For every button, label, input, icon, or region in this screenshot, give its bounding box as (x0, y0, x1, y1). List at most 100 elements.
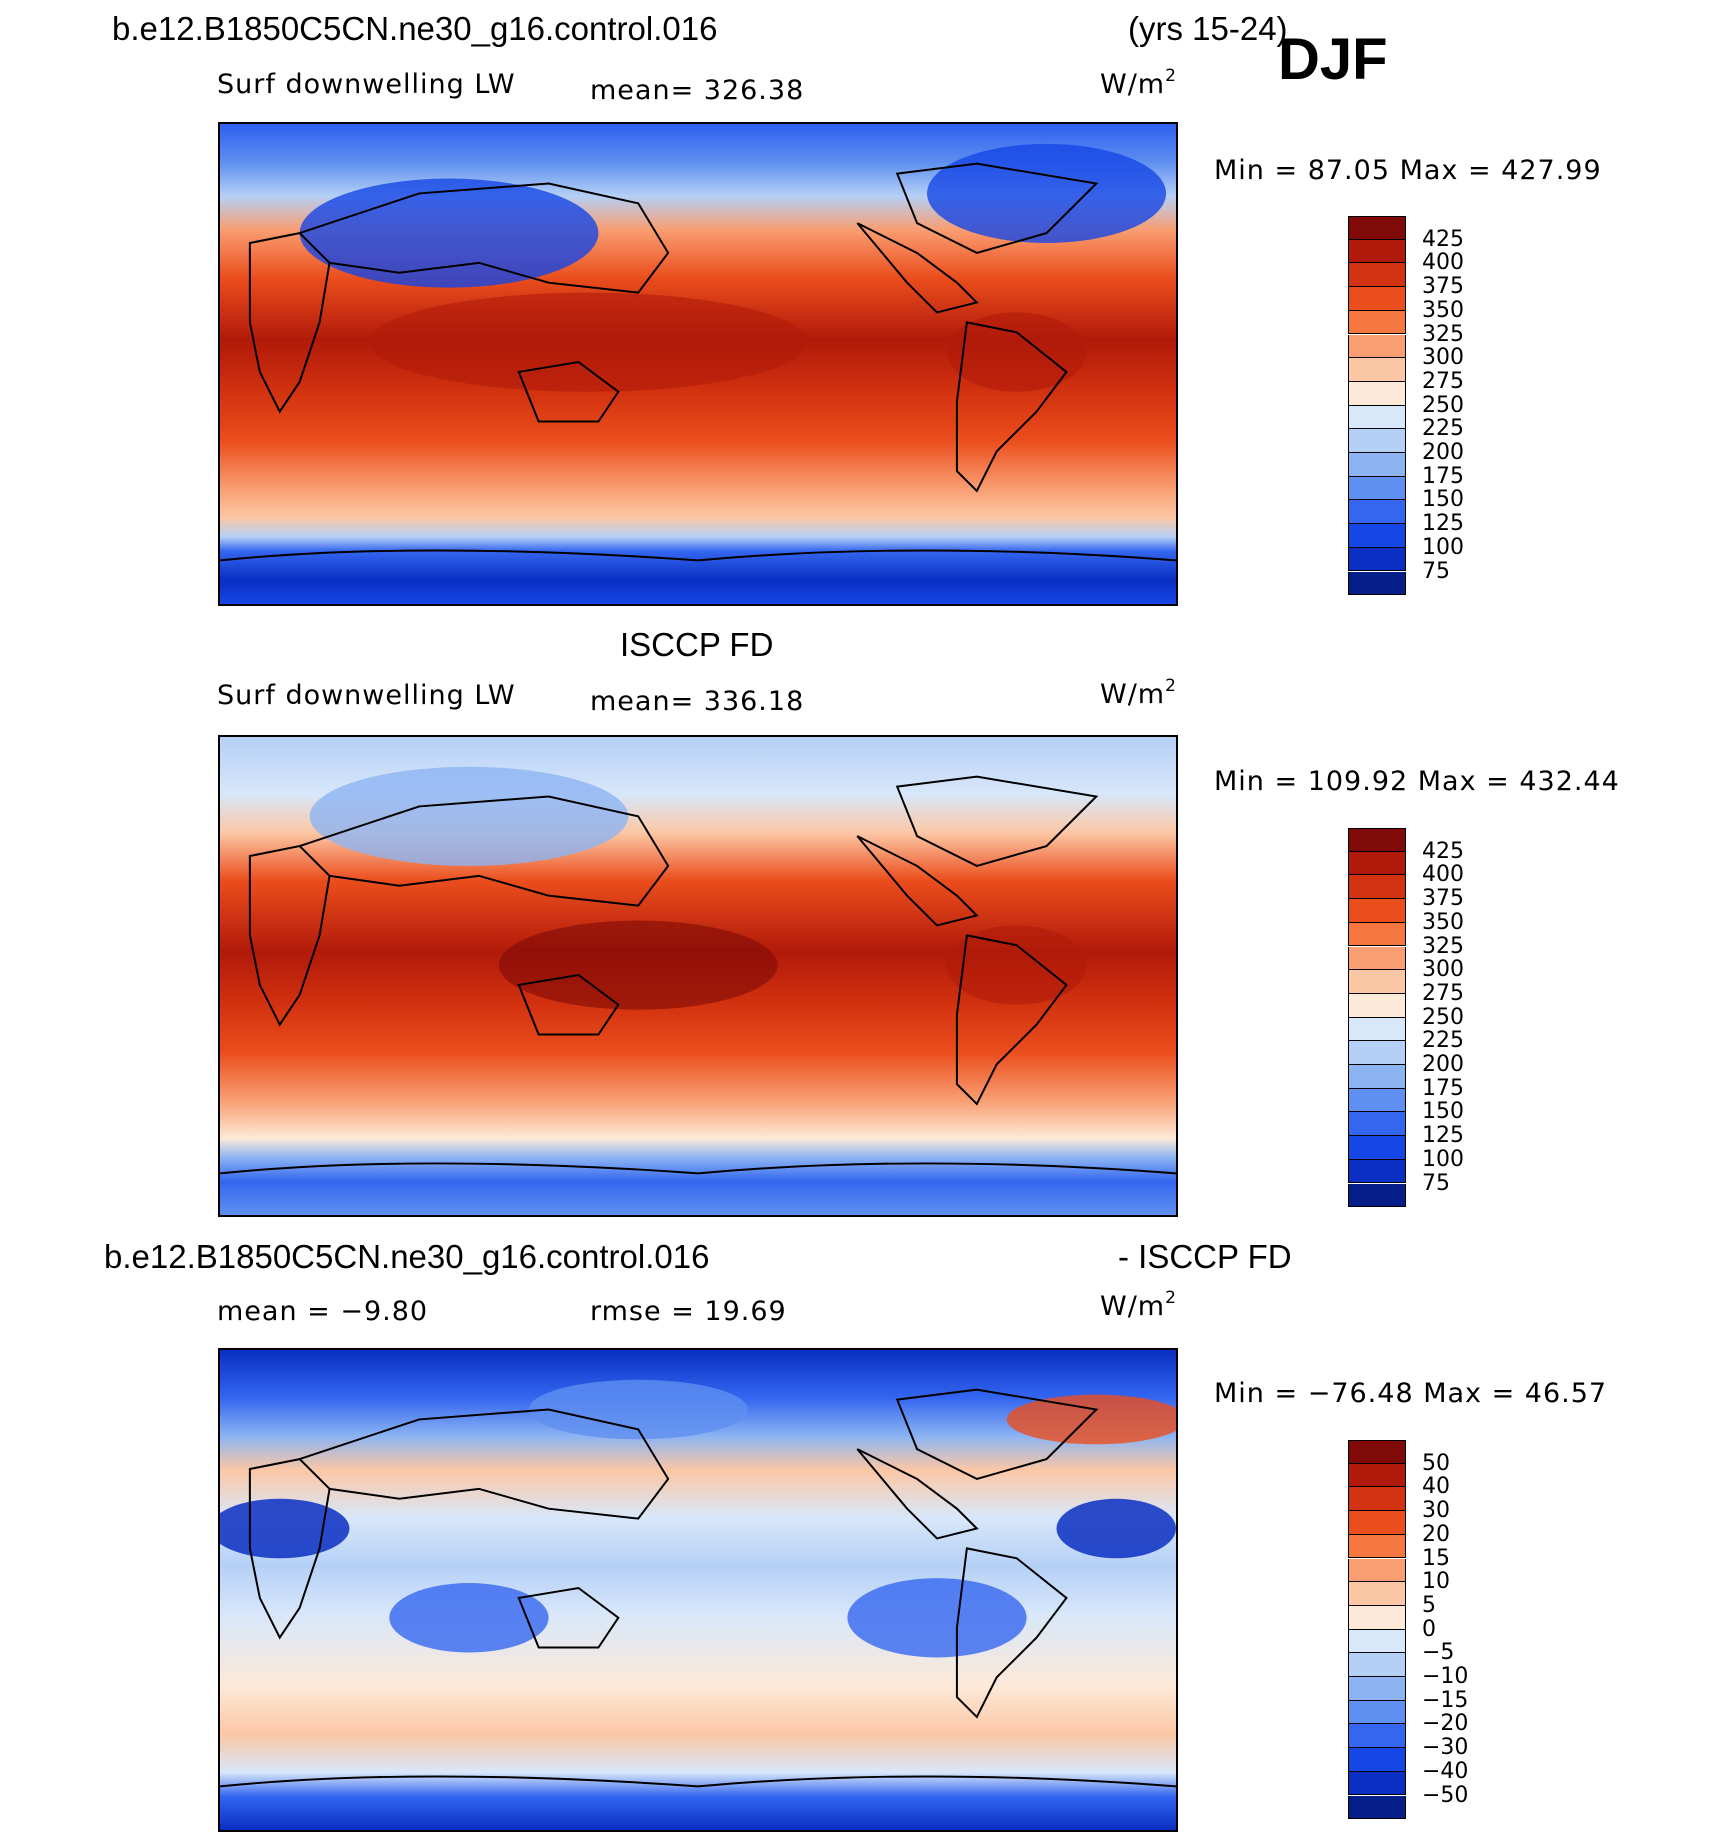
colorbar-tick-label: −10 (1422, 1664, 1469, 1689)
colorbar-swatch (1348, 1795, 1406, 1820)
colorbar-swatch (1348, 453, 1406, 477)
panel3-map (218, 1348, 1178, 1832)
panel3-mean: mean = −9.80 (217, 1296, 429, 1327)
panel2-map-svg (220, 737, 1176, 1215)
colorbar-swatch (1348, 851, 1406, 876)
colorbar-swatch (1348, 429, 1406, 453)
colorbar-swatch (1348, 1653, 1406, 1677)
colorbar-swatch (1348, 571, 1406, 596)
colorbar-tick-label: 75 (1422, 558, 1450, 584)
colorbar-tick-label: 350 (1422, 909, 1464, 935)
colorbar-swatch (1348, 1088, 1406, 1113)
colorbar-swatch (1348, 239, 1406, 264)
colorbar-swatch (1348, 405, 1406, 430)
colorbar-swatch (1348, 1771, 1406, 1796)
colorbar-tick-label: 375 (1422, 886, 1464, 912)
colorbar-swatch (1348, 1700, 1406, 1725)
colorbar-tick-label: 200 (1422, 440, 1464, 465)
colorbar-tick-label: −5 (1422, 1640, 1455, 1666)
colorbar-tick-label: 275 (1422, 980, 1464, 1006)
panel3-colorbar (1348, 1440, 1406, 1820)
panel2-map (218, 735, 1178, 1217)
panel2-colorbar (1348, 828, 1406, 1208)
panel3-minmax: Min = −76.48 Max = 46.57 (1214, 1378, 1608, 1409)
panel1-variable: Surf downwelling LW (217, 69, 516, 100)
colorbar-swatch (1348, 993, 1406, 1018)
colorbar-tick-label: 175 (1422, 1075, 1464, 1101)
colorbar-tick-label: −15 (1422, 1687, 1469, 1713)
colorbar-tick-label: 300 (1422, 345, 1464, 371)
panel2-variable: Surf downwelling LW (217, 680, 516, 711)
colorbar-swatch (1348, 287, 1406, 311)
panel3-map-svg (220, 1350, 1176, 1830)
colorbar-tick-label: 125 (1422, 1123, 1464, 1149)
colorbar-swatch (1348, 358, 1406, 382)
colorbar-tick-label: 225 (1422, 416, 1464, 442)
colorbar-swatch (1348, 1558, 1406, 1583)
panel2-mean: mean= 336.18 (590, 686, 805, 717)
colorbar-swatch (1348, 1440, 1406, 1464)
colorbar-swatch (1348, 524, 1406, 548)
colorbar-tick-label: 40 (1422, 1474, 1450, 1500)
panel3-rmse: rmse = 19.69 (590, 1296, 787, 1327)
colorbar-swatch (1348, 1511, 1406, 1535)
colorbar-swatch (1348, 1724, 1406, 1749)
colorbar-tick-label: −50 (1422, 1782, 1469, 1808)
colorbar-swatch (1348, 216, 1406, 240)
colorbar-tick-label: −30 (1422, 1735, 1469, 1761)
colorbar-swatch (1348, 1463, 1406, 1488)
colorbar-tick-label: 10 (1422, 1569, 1450, 1595)
colorbar-swatch (1348, 1159, 1406, 1184)
colorbar-swatch (1348, 946, 1406, 971)
colorbar-tick-label: 100 (1422, 534, 1464, 560)
colorbar-swatch (1348, 1183, 1406, 1208)
colorbar-tick-label: 250 (1422, 392, 1464, 418)
panel2-minmax: Min = 109.92 Max = 432.44 (1214, 766, 1620, 797)
colorbar-tick-label: 5 (1422, 1592, 1436, 1618)
colorbar-swatch (1348, 1677, 1406, 1701)
colorbar-tick-label: 125 (1422, 511, 1464, 537)
colorbar-swatch (1348, 381, 1406, 406)
colorbar-tick-label: 325 (1422, 321, 1464, 347)
colorbar-swatch (1348, 1605, 1406, 1630)
season-label: DJF (1278, 27, 1388, 92)
colorbar-swatch (1348, 875, 1406, 900)
colorbar-swatch (1348, 1041, 1406, 1065)
panel2-units: W/m2 (1100, 676, 1177, 710)
colorbar-swatch (1348, 476, 1406, 501)
colorbar-swatch (1348, 899, 1406, 923)
colorbar-tick-label: 275 (1422, 368, 1464, 394)
panel3-units: W/m2 (1100, 1288, 1177, 1322)
colorbar-tick-label: 20 (1422, 1521, 1450, 1547)
colorbar-tick-label: 15 (1422, 1545, 1450, 1571)
colorbar-swatch (1348, 1748, 1406, 1772)
panel2-title: ISCCP FD (620, 626, 774, 663)
colorbar-tick-label: 150 (1422, 1099, 1464, 1125)
panel1-map-svg (220, 124, 1176, 604)
colorbar-swatch (1348, 263, 1406, 288)
colorbar-tick-label: 400 (1422, 250, 1464, 276)
colorbar-tick-label: 175 (1422, 463, 1464, 489)
colorbar-swatch (1348, 828, 1406, 852)
colorbar-swatch (1348, 1487, 1406, 1512)
colorbar-tick-label: −40 (1422, 1758, 1469, 1784)
colorbar-tick-label: 225 (1422, 1028, 1464, 1054)
colorbar-tick-label: 50 (1422, 1450, 1450, 1476)
colorbar-tick-label: 325 (1422, 933, 1464, 959)
colorbar-swatch (1348, 1017, 1406, 1042)
colorbar-swatch (1348, 1065, 1406, 1089)
colorbar-tick-label: 30 (1422, 1498, 1450, 1524)
colorbar-swatch (1348, 1629, 1406, 1654)
colorbar-tick-label: 300 (1422, 957, 1464, 983)
colorbar-swatch (1348, 970, 1406, 994)
panel1-units: W/m2 (1100, 66, 1177, 100)
case-title: b.e12.B1850C5CN.ne30_g16.control.016 (112, 10, 718, 47)
panel3-title-right: - ISCCP FD (1118, 1238, 1292, 1275)
panel3-title-left: b.e12.B1850C5CN.ne30_g16.control.016 (104, 1238, 710, 1275)
colorbar-swatch (1348, 1112, 1406, 1137)
colorbar-tick-label: 150 (1422, 487, 1464, 513)
colorbar-tick-label: −20 (1422, 1711, 1469, 1737)
colorbar-swatch (1348, 922, 1406, 947)
colorbar-swatch (1348, 1136, 1406, 1160)
colorbar-tick-label: 375 (1422, 274, 1464, 300)
